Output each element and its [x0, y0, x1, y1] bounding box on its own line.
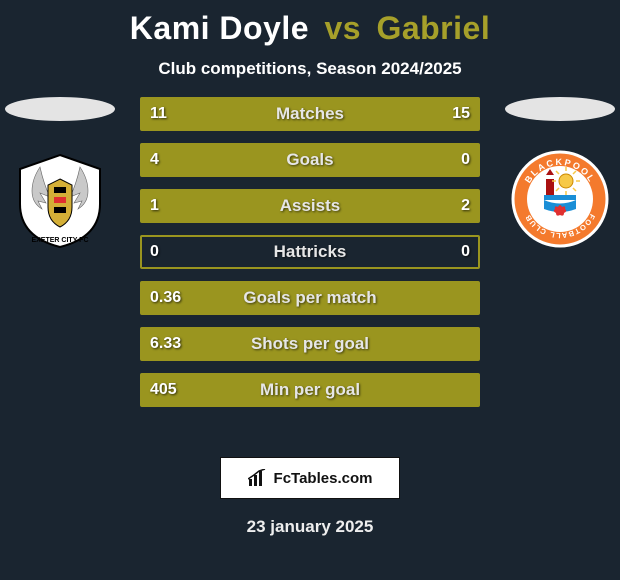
stat-value-left: 6.33 — [140, 327, 191, 361]
player1-photo-placeholder — [5, 97, 115, 121]
stat-label: Min per goal — [140, 373, 480, 407]
stat-row-hattricks: Hattricks0 0 — [140, 235, 480, 269]
stat-label: Assists — [140, 189, 480, 223]
date-text: 23 january 2025 — [0, 517, 620, 537]
stat-value-left: 0 — [140, 235, 169, 269]
blackpool-crest-icon: BLACKPOOL FOOTBALL CLUB — [510, 149, 610, 249]
stat-row-assists: Assists1 2 — [140, 189, 480, 223]
stat-value-right: 0 — [451, 235, 480, 269]
fctables-chart-icon — [248, 469, 268, 487]
stat-value-left: 1 — [140, 189, 169, 223]
stat-label: Hattricks — [140, 235, 480, 269]
fctables-text: FcTables.com — [274, 470, 373, 487]
stat-value-right: 15 — [442, 97, 480, 131]
stat-row-shots-per-goal: Shots per goal6.33 — [140, 327, 480, 361]
stat-row-goals-per-match: Goals per match0.36 — [140, 281, 480, 315]
stat-value-left: 4 — [140, 143, 169, 177]
stat-label: Goals — [140, 143, 480, 177]
stat-value-right: 0 — [451, 143, 480, 177]
stat-value-left: 405 — [140, 373, 187, 407]
stat-value-right: 2 — [451, 189, 480, 223]
comparison-title: Kami Doyle vs Gabriel — [0, 0, 620, 47]
fctables-badge[interactable]: FcTables.com — [220, 457, 400, 499]
player2-name: Gabriel — [376, 10, 490, 46]
stat-label: Matches — [140, 97, 480, 131]
exeter-city-crest-icon: EXETER CITY FC — [10, 149, 110, 249]
player1-name: Kami Doyle — [130, 10, 309, 46]
svg-text:EXETER CITY FC: EXETER CITY FC — [31, 237, 88, 244]
stat-row-matches: Matches11 15 — [140, 97, 480, 131]
stat-row-goals: Goals4 0 — [140, 143, 480, 177]
stat-value-left: 11 — [140, 97, 177, 131]
subtitle: Club competitions, Season 2024/2025 — [0, 59, 620, 79]
player2-photo-placeholder — [505, 97, 615, 121]
stat-row-min-per-goal: Min per goal405 — [140, 373, 480, 407]
stat-bars: Matches1115Goals40Assists12Hattricks00Go… — [140, 97, 480, 419]
comparison-stage: EXETER CITY FC BLACKPOOL FOOTBALL CLUB — [0, 97, 620, 437]
player1-crest-block: EXETER CITY FC — [0, 97, 120, 249]
stat-value-left: 0.36 — [140, 281, 191, 315]
vs-text: vs — [324, 10, 361, 46]
player2-crest-block: BLACKPOOL FOOTBALL CLUB — [500, 97, 620, 249]
